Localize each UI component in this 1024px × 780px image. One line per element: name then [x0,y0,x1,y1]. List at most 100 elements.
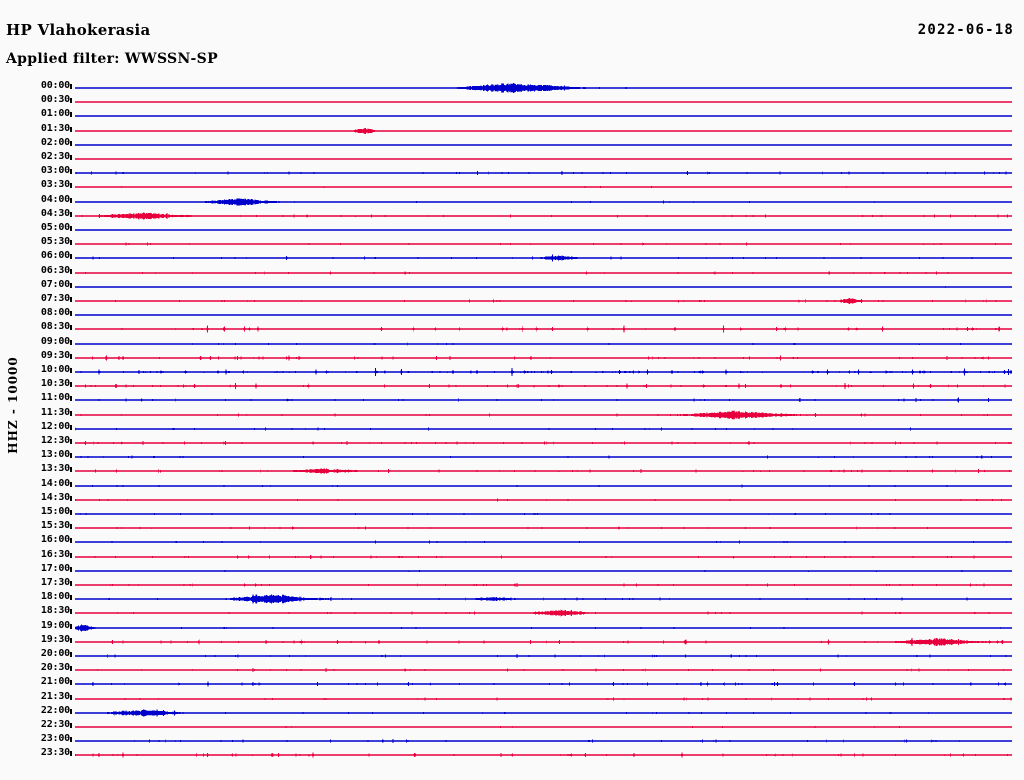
axis-tick [70,581,72,586]
helicorder-trace-row: 18:30 [0,605,1024,620]
axis-tick [70,169,72,175]
helicorder-trace-row: 23:00 [0,733,1024,748]
axis-tick [70,723,72,728]
seismic-trace [75,158,1012,160]
seismic-trace [75,455,1012,459]
seismic-trace [75,197,1012,206]
trace-time-label: 11:30 [40,406,70,418]
trace-time-label: 06:30 [40,264,70,276]
helicorder-trace-row: 03:00 [0,165,1024,180]
trace-time-label: 15:00 [40,506,70,517]
trace-time-label: 09:30 [40,349,70,361]
axis-tick [70,84,72,89]
helicorder-trace-row: 19:00 [0,619,1024,635]
helicorder-trace-row: 07:00 [0,278,1024,294]
trace-time-label: 05:30 [40,236,70,248]
seismic-trace [75,594,1012,604]
axis-tick [70,652,72,657]
seismic-trace [75,367,1012,377]
trace-time-label: 22:30 [40,719,70,730]
record-date: 2022-06-18 [917,22,1014,38]
seismic-trace [75,540,1012,544]
axis-tick [70,481,72,487]
seismic-trace [75,554,1012,559]
seismic-trace [75,115,1012,118]
helicorder-trace-row: 02:00 [0,136,1024,152]
axis-tick [70,453,72,459]
seismic-trace [75,637,1012,646]
trace-time-label: 23:00 [40,733,70,745]
seismic-trace [75,186,1012,189]
trace-time-label: 13:00 [40,449,70,461]
axis-tick [70,155,72,160]
seismic-trace [75,654,1012,658]
seismic-trace [75,101,1012,103]
trace-time-label: 19:00 [40,619,70,631]
trace-time-label: 05:00 [40,222,70,233]
trace-time-label: 17:30 [40,577,70,588]
seismic-trace [75,512,1012,516]
helicorder-trace-row: 19:30 [0,634,1024,649]
seismic-trace [75,297,1012,305]
trace-time-label: 04:30 [40,207,70,219]
axis-tick [70,424,72,430]
seismic-trace [75,212,1012,220]
axis-tick [70,98,72,104]
axis-tick [70,751,72,757]
trace-time-label: 23:30 [40,747,70,759]
helicorder-trace-row: 09:00 [0,336,1024,351]
seismic-trace [75,143,1012,146]
axis-tick [70,538,72,544]
helicorder-trace-row: 05:30 [0,236,1024,251]
axis-tick [70,623,72,629]
axis-tick [70,510,72,515]
trace-time-label: 02:00 [40,136,70,148]
helicorder-trace-row: 13:00 [0,449,1024,464]
seismic-trace [75,83,1012,93]
trace-time-label: 17:00 [40,562,70,574]
trace-time-label: 03:00 [40,165,70,177]
axis-tick [70,609,72,615]
axis-tick [70,211,72,217]
axis-tick [70,240,72,246]
helicorder-trace-row: 16:00 [0,534,1024,549]
seismic-trace [75,668,1012,673]
axis-tick [70,680,72,686]
seismic-trace [75,484,1012,487]
seismic-trace [75,498,1012,502]
trace-time-label: 07:00 [40,278,70,290]
axis-tick [70,595,72,601]
trace-time-label: 10:30 [40,378,70,390]
trace-time-label: 07:30 [40,293,70,304]
axis-tick [70,140,72,146]
helicorder-trace-row: 13:30 [0,463,1024,478]
helicorder-trace-row: 07:30 [0,293,1024,308]
seismic-trace [75,427,1012,431]
trace-time-label: 14:30 [40,491,70,503]
seismic-trace [75,441,1012,445]
trace-time-label: 12:00 [40,420,70,432]
trace-time-label: 12:30 [40,435,70,446]
helicorder-trace-row: 10:00 [0,364,1024,379]
helicorder-trace-row: 14:30 [0,491,1024,507]
helicorder-trace-row: 15:00 [0,506,1024,521]
trace-time-label: 08:30 [40,321,70,333]
trace-time-label: 16:30 [40,548,70,560]
helicorder-trace-row: 22:00 [0,705,1024,720]
helicorder-trace-row: 00:00 [0,80,1024,95]
helicorder-trace-row: 17:30 [0,577,1024,592]
helicorder-trace-row: 06:30 [0,264,1024,280]
seismic-trace [75,325,1012,334]
helicorder-trace-row: 08:30 [0,321,1024,336]
helicorder-trace-row: 04:30 [0,207,1024,223]
trace-time-label: 04:00 [40,193,70,205]
trace-time-label: 14:00 [40,477,70,489]
axis-tick [70,268,72,274]
axis-tick [70,694,72,700]
trace-time-label: 02:30 [40,151,70,162]
helicorder-trace-row: 04:00 [0,193,1024,209]
axis-tick [70,382,72,388]
seismic-trace [75,624,1012,631]
helicorder-trace-row: 01:00 [0,108,1024,123]
